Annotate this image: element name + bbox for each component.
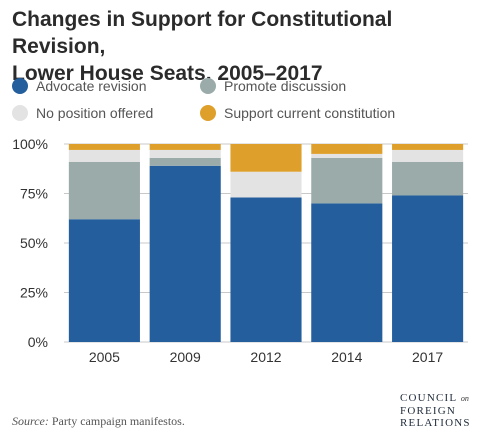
bar-segment xyxy=(149,149,221,158)
x-tick-label: 2009 xyxy=(170,349,201,362)
source-note: Source: Party campaign manifestos. xyxy=(12,414,185,429)
logo-line-2: FOREIGN xyxy=(400,405,457,417)
legend-swatch-no-position-offered xyxy=(12,105,28,121)
bar-segment xyxy=(311,203,383,342)
logo-line-1: COUNCIL xyxy=(400,392,457,404)
bar-segment xyxy=(68,144,140,150)
chart-title-line-1: Changes in Support for Constitutional Re… xyxy=(12,8,393,58)
chart-title-line-2: Lower House Seats, 2005–2017 xyxy=(12,62,323,85)
legend-item-no-position-offered: No position offered xyxy=(12,105,153,121)
bar-segment xyxy=(392,144,464,150)
x-tick-label: 2014 xyxy=(331,349,362,362)
legend-item-support-current-constitution: Support current constitution xyxy=(200,105,395,121)
legend-swatch-support-current-constitution xyxy=(200,105,216,121)
stacked-bar-chart: 0% 25% 50% 75% 100% 2005 2009 2012 2014 2017 xyxy=(12,136,468,362)
bar-segment xyxy=(392,149,464,162)
bar-segment xyxy=(149,157,221,166)
legend-swatch-advocate-revision xyxy=(12,78,28,94)
legend-label-support-current-constitution: Support current constitution xyxy=(224,105,396,121)
legend-item-advocate-revision: Advocate revision xyxy=(12,78,147,94)
bar-segment xyxy=(311,153,383,158)
y-tick-label: 50% xyxy=(20,235,48,251)
bar-segment xyxy=(68,219,140,342)
legend-label-promote-discussion: Promote discussion xyxy=(224,78,347,94)
bar-segment xyxy=(230,144,302,172)
bar-segment xyxy=(392,195,464,342)
bar-segment xyxy=(311,157,383,204)
x-tick-label: 2012 xyxy=(250,349,281,362)
chart-title: Changes in Support for Constitutional Re… xyxy=(12,6,472,87)
bar-segment xyxy=(68,161,140,220)
bar-segment xyxy=(68,149,140,162)
legend-item-promote-discussion: Promote discussion xyxy=(200,78,346,94)
bar-segment xyxy=(392,161,464,196)
logo-on: on xyxy=(460,394,469,403)
y-tick-label: 25% xyxy=(20,285,48,301)
source-label: Source: xyxy=(12,414,49,428)
y-tick-label: 75% xyxy=(20,186,48,202)
y-tick-label: 0% xyxy=(28,334,48,350)
legend-swatch-promote-discussion xyxy=(200,78,216,94)
y-tick-label: 100% xyxy=(12,136,48,152)
bar-segment xyxy=(230,197,302,342)
x-tick-label: 2017 xyxy=(412,349,443,362)
bar-segment xyxy=(149,165,221,342)
source-text: Party campaign manifestos. xyxy=(48,414,185,428)
bar-segment xyxy=(311,144,383,154)
cfr-logo: COUNCIL on FOREIGN RELATIONS xyxy=(400,392,471,429)
legend-label-no-position-offered: No position offered xyxy=(36,105,154,121)
legend-label-advocate-revision: Advocate revision xyxy=(36,78,147,94)
logo-line-3: RELATIONS xyxy=(400,417,471,429)
bar-segment xyxy=(230,171,302,198)
x-tick-label: 2005 xyxy=(89,349,120,362)
bar-segment xyxy=(149,144,221,150)
